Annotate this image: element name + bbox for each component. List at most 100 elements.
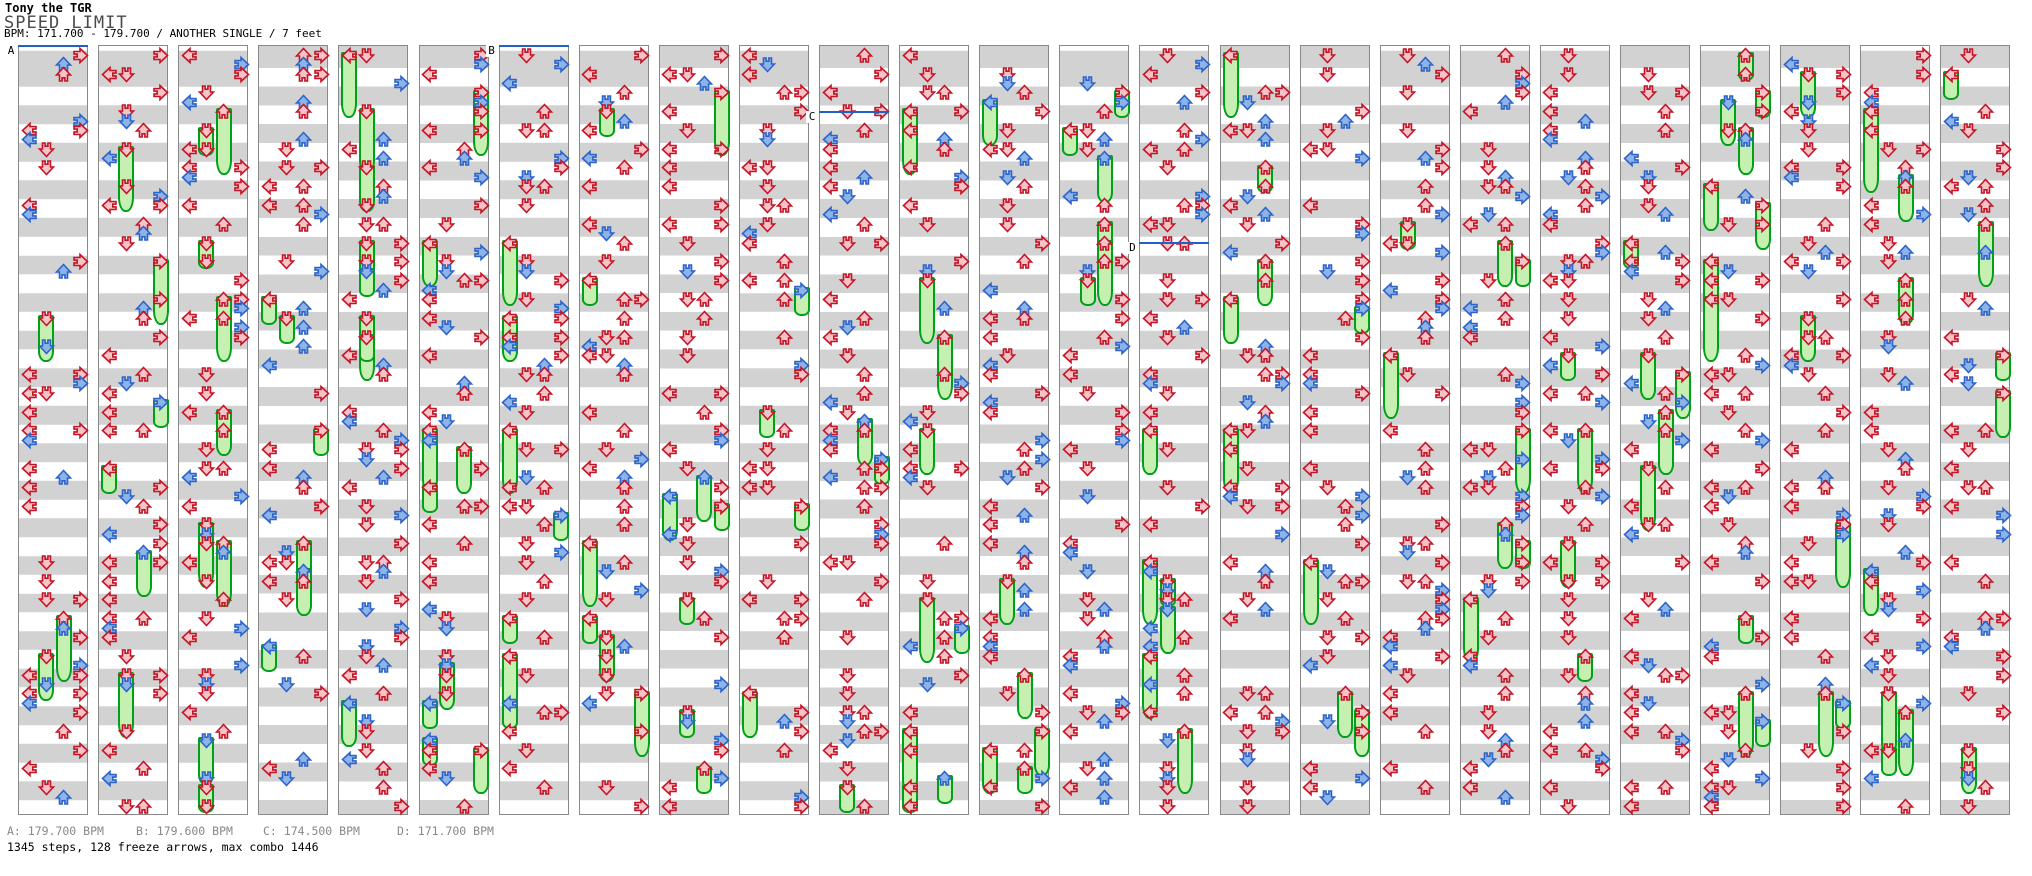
quarter-note-up-arrow-icon [695, 610, 714, 627]
quarter-note-up-arrow-icon [1416, 572, 1435, 590]
quarter-note-up-arrow-icon [1496, 685, 1515, 702]
eighth-note-left-arrow-icon [1783, 168, 1800, 187]
quarter-note-up-arrow-icon [1015, 253, 1034, 270]
quarter-note-up-arrow-icon [1496, 366, 1515, 383]
eighth-note-down-arrow-icon [518, 469, 536, 487]
quarter-note-right-arrow-icon [1514, 422, 1531, 440]
quarter-note-down-arrow-icon [1719, 723, 1738, 740]
quarter-note-up-arrow-icon [1336, 310, 1355, 327]
quarter-note-up-arrow-icon [1576, 479, 1595, 496]
quarter-note-up-arrow-icon [455, 272, 473, 289]
quarter-note-right-arrow-icon [1434, 647, 1451, 666]
quarter-note-up-arrow-icon [855, 366, 874, 383]
eighth-note-left-arrow-icon [1382, 281, 1399, 299]
quarter-note-up-arrow-icon [935, 648, 954, 665]
quarter-note-left-arrow-icon [1142, 215, 1159, 234]
quarter-note-down-arrow-icon [518, 441, 536, 458]
quarter-note-left-arrow-icon [1702, 440, 1720, 459]
bpm-marker-a-label: A: 179.700 BPM [7, 824, 104, 838]
quarter-note-right-arrow-icon [1034, 797, 1051, 816]
eighth-note-up-arrow-icon [1977, 300, 1995, 317]
quarter-note-down-arrow-icon [277, 591, 296, 609]
eighth-note-right-arrow-icon [72, 375, 90, 393]
quarter-note-right-arrow-icon [152, 515, 170, 534]
eighth-note-right-arrow-icon [1194, 130, 1211, 149]
quarter-note-left-arrow-icon [901, 46, 919, 65]
quarter-note-down-arrow-icon [1158, 385, 1177, 402]
quarter-note-left-arrow-icon [1302, 553, 1319, 572]
quarter-note-right-arrow-icon [873, 534, 891, 553]
quarter-note-right-arrow-icon [1274, 234, 1291, 252]
quarter-note-up-arrow-icon [1977, 572, 1995, 590]
eighth-note-down-arrow-icon [1639, 695, 1658, 712]
quarter-note-left-arrow-icon [1622, 778, 1640, 797]
quarter-note-left-arrow-icon [261, 177, 278, 196]
quarter-note-left-arrow-icon [100, 572, 118, 590]
quarter-note-left-arrow-icon [1382, 703, 1399, 722]
quarter-note-right-arrow-icon [473, 102, 490, 121]
quarter-note-down-arrow-icon [1959, 47, 1978, 64]
quarter-note-right-arrow-icon [1434, 140, 1451, 159]
eighth-note-right-arrow-icon [553, 544, 570, 562]
quarter-note-up-arrow-icon [1656, 385, 1675, 402]
eighth-note-left-arrow-icon [1222, 487, 1239, 506]
quarter-note-down-arrow-icon [1319, 141, 1337, 158]
quarter-note-left-arrow-icon [1863, 403, 1880, 421]
quarter-note-up-arrow-icon [214, 103, 233, 120]
quarter-note-left-arrow-icon [20, 121, 38, 140]
quarter-note-right-arrow-icon [633, 290, 650, 309]
quarter-note-down-arrow-icon [1238, 742, 1257, 759]
quarter-note-up-arrow-icon [1496, 291, 1515, 308]
quarter-note-right-arrow-icon [873, 65, 891, 83]
chart-column [1379, 45, 1451, 815]
quarter-note-left-arrow-icon [1382, 760, 1399, 778]
quarter-note-right-arrow-icon [1754, 271, 1772, 290]
quarter-note-down-arrow-icon [197, 441, 216, 458]
quarter-note-left-arrow-icon [341, 666, 358, 684]
quarter-note-right-arrow-icon [793, 591, 810, 609]
quarter-note-down-arrow-icon [1639, 347, 1658, 364]
eighth-note-down-arrow-icon [1158, 582, 1177, 599]
quarter-note-right-arrow-icon [313, 684, 330, 703]
eighth-note-down-arrow-icon [998, 75, 1017, 92]
quarter-note-right-arrow-icon [152, 46, 170, 65]
quarter-note-up-arrow-icon [1656, 103, 1675, 120]
quarter-note-right-arrow-icon [313, 384, 330, 403]
quarter-note-up-arrow-icon [775, 328, 794, 346]
eighth-note-up-arrow-icon [935, 300, 954, 317]
quarter-note-right-arrow-icon [1754, 102, 1772, 121]
quarter-note-down-arrow-icon [357, 47, 376, 64]
eighth-note-left-arrow-icon [341, 412, 358, 431]
quarter-note-up-arrow-icon [1096, 253, 1114, 270]
quarter-note-down-arrow-icon [998, 347, 1017, 364]
quarter-note-left-arrow-icon [181, 703, 198, 722]
quarter-note-left-arrow-icon [661, 177, 678, 196]
quarter-note-left-arrow-icon [1702, 778, 1720, 797]
quarter-note-left-arrow-icon [1062, 684, 1079, 703]
quarter-note-left-arrow-icon [1222, 422, 1239, 440]
eighth-note-left-arrow-icon [982, 638, 999, 656]
quarter-note-left-arrow-icon [1142, 703, 1159, 722]
quarter-note-down-arrow-icon [357, 329, 376, 346]
quarter-note-down-arrow-icon [1559, 253, 1578, 271]
quarter-note-left-arrow-icon [1702, 384, 1720, 403]
quarter-note-right-arrow-icon [233, 159, 250, 177]
eighth-note-left-arrow-icon [901, 412, 919, 431]
quarter-note-down-arrow-icon [918, 66, 937, 83]
quarter-note-up-arrow-icon [1096, 328, 1114, 346]
eighth-note-left-arrow-icon [1382, 656, 1399, 675]
quarter-note-left-arrow-icon [741, 478, 758, 497]
quarter-note-up-arrow-icon [535, 122, 554, 139]
eighth-note-up-arrow-icon [1736, 544, 1755, 561]
eighth-note-left-arrow-icon [1462, 656, 1479, 675]
quarter-note-right-arrow-icon [793, 703, 810, 722]
quarter-note-left-arrow-icon [901, 102, 919, 121]
eighth-note-left-arrow-icon [1542, 206, 1559, 224]
chart-column [338, 45, 410, 816]
quarter-note-down-arrow-icon [37, 141, 56, 158]
eighth-note-left-arrow-icon [1622, 262, 1640, 281]
quarter-note-down-arrow-icon [197, 84, 216, 102]
quarter-note-down-arrow-icon [37, 310, 56, 327]
eighth-note-left-arrow-icon [261, 356, 278, 374]
quarter-note-right-arrow-icon [72, 703, 90, 722]
